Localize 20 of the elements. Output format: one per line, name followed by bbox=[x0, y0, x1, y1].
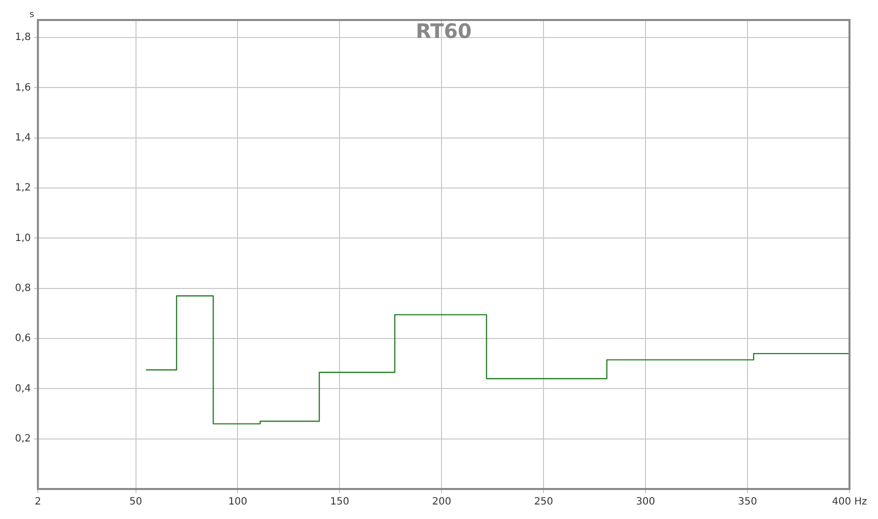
y-tick-label: 0,8 bbox=[14, 282, 31, 294]
x-tick-label: 400 Hz bbox=[832, 496, 868, 508]
y-tick-label: 0,6 bbox=[14, 333, 31, 344]
y-axis-title: s bbox=[30, 10, 35, 20]
y-tick-label: 1,4 bbox=[14, 132, 31, 144]
x-tick-label: 250 bbox=[534, 496, 554, 508]
x-tick-label: 150 bbox=[330, 496, 350, 508]
x-tick-label: 100 bbox=[228, 496, 248, 508]
y-tick-label: 1,2 bbox=[14, 182, 31, 194]
x-tick-label: 50 bbox=[129, 496, 142, 508]
chart-title: RT60 bbox=[416, 19, 472, 44]
x-tick-label: 2 bbox=[34, 496, 42, 508]
x-tick-label: 350 bbox=[738, 496, 758, 508]
y-tick-label: 1,8 bbox=[14, 32, 31, 44]
y-tick-label: 0,2 bbox=[14, 433, 31, 444]
x-tick-label: 200 bbox=[432, 496, 452, 508]
y-tick-label: 1,6 bbox=[14, 82, 31, 94]
x-tick-label: 300 bbox=[636, 496, 656, 508]
y-tick-label: 0,4 bbox=[14, 383, 31, 394]
y-tick-label: 1,0 bbox=[14, 232, 31, 244]
